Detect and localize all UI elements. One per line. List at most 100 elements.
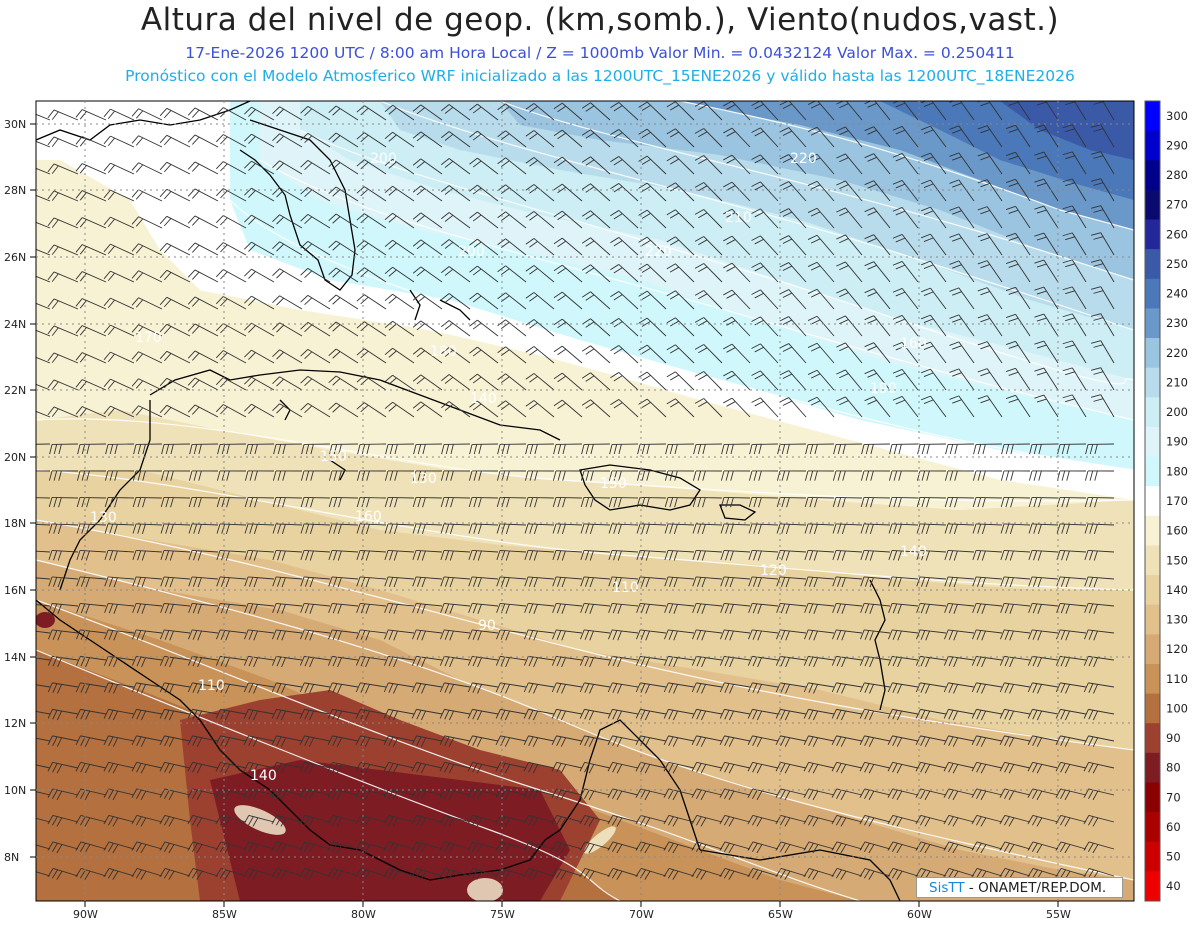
colorbar-level-label: 200 (1166, 405, 1188, 419)
geopotential-field (36, 101, 1134, 901)
colorbar-swatch (1145, 426, 1160, 458)
lat-tick-label: 24N (4, 318, 26, 331)
colorbar-swatch (1145, 634, 1160, 665)
colorbar-swatch (1145, 367, 1160, 398)
map-title: Altura del nivel de geop. (km,somb.), Vi… (140, 2, 1060, 38)
contour-value-label: 180 (430, 344, 457, 360)
colorbar-swatch (1145, 723, 1160, 754)
onamet-watermark: SisTT - ONAMET/REP.DOM. (916, 877, 1123, 898)
wind-barbs (36, 101, 1115, 880)
lon-tick-label: 70W (629, 908, 654, 921)
colorbar-level-label: 60 (1166, 820, 1181, 834)
lon-tick-label: 85W (212, 908, 237, 921)
longitude-axis: 90W 85W 80W 75W 70W 65W 60W 55W (73, 908, 1071, 921)
colorbar-swatch (1145, 397, 1160, 428)
lat-tick-label: 20N (4, 451, 26, 464)
colorbar-swatch (1145, 752, 1160, 783)
colorbar-level-label: 290 (1166, 138, 1188, 152)
colorbar-level-label: 240 (1166, 287, 1188, 301)
lat-tick-label: 8N (4, 851, 19, 864)
colorbar (1144, 100, 1161, 902)
colorbar-swatch (1145, 456, 1160, 487)
contour-value-label: 140 (250, 768, 277, 784)
contour-value-label: 110 (198, 678, 225, 694)
colorbar-swatch (1145, 278, 1160, 309)
colorbar-level-label: 220 (1166, 346, 1188, 360)
lon-tick-label: 65W (768, 908, 793, 921)
contour-value-label: 130 (90, 510, 117, 526)
colorbar-level-label: 110 (1166, 672, 1188, 686)
colorbar-level-label: 70 (1166, 790, 1181, 804)
watermark-org: - ONAMET/REP.DOM. (964, 880, 1107, 896)
colorbar-swatch (1145, 308, 1160, 339)
colorbar-level-label: 130 (1166, 613, 1188, 627)
colorbar-level-label: 250 (1166, 257, 1188, 271)
lat-tick-label: 28N (4, 184, 26, 197)
colorbar-level-label: 100 (1166, 701, 1188, 715)
colorbar-swatch (1145, 812, 1160, 843)
colorbar-level-label: 280 (1166, 168, 1188, 182)
contour-value-label: 140 (470, 391, 497, 407)
contour-value-label: 110 (612, 580, 639, 596)
colorbar-level-label: 170 (1166, 494, 1188, 508)
colorbar-level-label: 270 (1166, 198, 1188, 212)
lat-tick-label: 18N (4, 517, 26, 530)
colorbar-swatch (1145, 219, 1160, 250)
colorbar-swatch (1145, 545, 1160, 576)
colorbar-swatch (1145, 782, 1160, 813)
contour-value-label: 130 (410, 471, 437, 487)
colorbar-swatch (1145, 249, 1160, 280)
colorbar-level-label: 50 (1166, 850, 1181, 864)
colorbar-swatch (1145, 841, 1160, 872)
contour-value-label: 210 (725, 210, 752, 226)
colorbar-level-label: 210 (1166, 375, 1188, 389)
colorbar-swatch (1145, 338, 1160, 369)
contour-value-label: 120 (760, 563, 787, 579)
model-info-subtitle: Pronóstico con el Modelo Atmosferico WRF… (125, 67, 1075, 85)
latitude-axis: 30N 28N 26N 24N 22N 20N 18N 16N 14N 12N 10N 8N (4, 118, 26, 864)
contour-labels: 200 220 210 200 220 160 170 180 190 140 150 130 150 1… (90, 151, 927, 784)
lat-tick-label: 12N (4, 717, 26, 730)
lat-tick-label: 16N (4, 584, 26, 597)
colorbar-level-label: 120 (1166, 642, 1188, 656)
colorbar-swatch (1145, 189, 1160, 221)
colorbar-swatch (1145, 486, 1160, 517)
contour-value-label: 150 (320, 449, 347, 465)
colorbar-level-label: 140 (1166, 583, 1188, 597)
contour-value-label: 200 (370, 151, 397, 167)
colorbar-swatch (1145, 604, 1160, 635)
colorbar-level-label: 150 (1166, 553, 1188, 567)
lon-tick-label: 55W (1046, 908, 1071, 921)
colorbar-level-label: 180 (1166, 464, 1188, 478)
colorbar-level-label: 190 (1166, 435, 1188, 449)
contour-value-label: 220 (645, 244, 672, 260)
graticule (30, 101, 1134, 907)
contour-value-label: 170 (135, 330, 162, 346)
contour-value-label: 160 (355, 509, 382, 525)
contour-value-label: 200 (458, 244, 485, 260)
colorbar-level-label: 300 (1166, 109, 1188, 123)
lat-tick-label: 14N (4, 651, 26, 664)
lon-tick-label: 75W (490, 908, 515, 921)
colorbar-swatch (1145, 160, 1160, 191)
contour-value-label: 190 (870, 381, 897, 397)
lat-tick-label: 30N (4, 118, 26, 131)
colorbar-swatch (1145, 101, 1160, 132)
colorbar-swatch (1145, 871, 1160, 902)
lat-tick-label: 22N (4, 384, 26, 397)
lon-tick-label: 80W (351, 908, 376, 921)
colorbar-swatch (1145, 515, 1160, 546)
contour-value-label: 160 (900, 336, 927, 352)
colorbar-level-label: 160 (1166, 524, 1188, 538)
colorbar-labels: 300 290 280 270 260 250 240 230 220 210 200 190 180 1… (1166, 109, 1188, 893)
colorbar-level-label: 90 (1166, 731, 1181, 745)
sistt-logo-text: SisTT (929, 880, 965, 896)
lon-tick-label: 60W (907, 908, 932, 921)
contour-value-label: 220 (790, 151, 817, 167)
colorbar-level-label: 230 (1166, 316, 1188, 330)
colorbar-level-label: 80 (1166, 761, 1181, 775)
colorbar-level-label: 260 (1166, 227, 1188, 241)
colorbar-level-label: 40 (1166, 879, 1181, 893)
colorbar-swatch (1145, 693, 1160, 724)
